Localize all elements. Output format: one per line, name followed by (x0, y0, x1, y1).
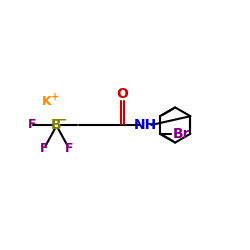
Text: O: O (116, 87, 128, 101)
Text: K: K (42, 95, 51, 108)
Text: F: F (64, 142, 73, 155)
Text: +: + (50, 92, 59, 102)
Text: F: F (28, 118, 36, 132)
Text: Br: Br (173, 127, 190, 141)
Text: B: B (51, 118, 62, 132)
Text: NH: NH (134, 118, 158, 132)
Text: F: F (40, 142, 48, 155)
Text: −: − (57, 113, 67, 126)
